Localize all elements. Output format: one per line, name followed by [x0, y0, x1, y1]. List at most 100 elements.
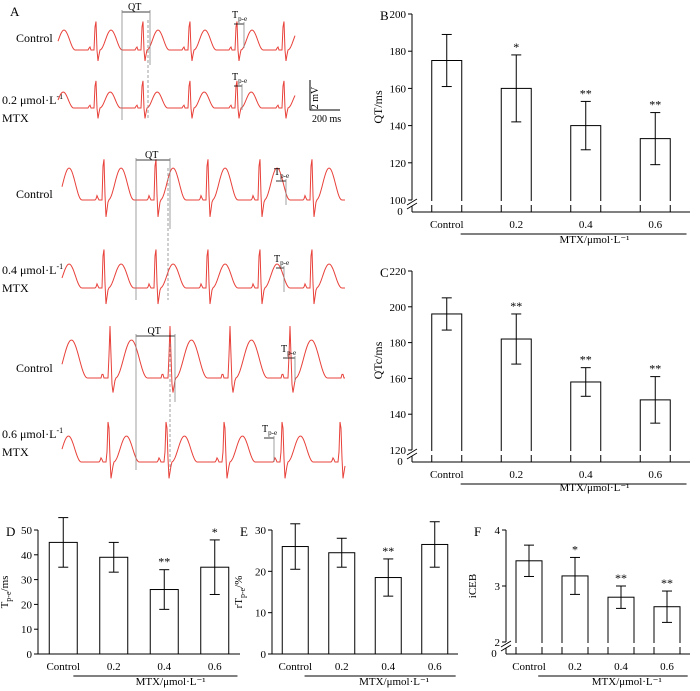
x-tick-label: Control — [430, 469, 464, 481]
tpe-label-5: Tp-e — [281, 344, 296, 357]
y-tick-label: 120 — [390, 445, 407, 457]
bar-0-6 — [639, 138, 671, 213]
scale-voltage-label: 2 mV — [310, 86, 321, 109]
panel-f-chart: F 02 3 4 iCEB Control * 0.2 ** 0.4 ** 0.6 MTX/μmol·L… — [467, 524, 690, 688]
x-tick-label: 0.6 — [208, 661, 222, 673]
bar-control — [48, 541, 78, 655]
y-tick-label: 3 — [495, 581, 501, 593]
significance-mark: ** — [649, 362, 661, 376]
x-tick-label: 0.2 — [568, 661, 582, 673]
y-tick-label-zero: 0 — [397, 206, 403, 218]
group-label: MTX/μmol·L⁻¹ — [359, 676, 429, 688]
significance-mark: ** — [615, 571, 627, 585]
significance-mark: ** — [158, 555, 170, 569]
group3-mtx-label: 0.6 μmol·L-1 — [2, 426, 63, 441]
significance-mark: * — [513, 40, 519, 54]
group3-control-label: Control — [16, 361, 53, 375]
significance-mark: * — [212, 525, 218, 539]
group2-mtx-label-line2: MTX — [2, 281, 29, 295]
y-tick-label-zero: 0 — [491, 648, 497, 660]
y-tick-label: 0 — [261, 649, 267, 661]
bar-break-gap — [569, 451, 602, 455]
ecg-traces — [57, 21, 346, 479]
group2-control-label: Control — [16, 187, 53, 201]
ecg-annotations: QT QT QT Tp-e Tp-e Tp-e Tp-e Tp-e Tp-e — [121, 2, 296, 470]
y-tick-label: 160 — [390, 373, 407, 385]
tpe-label-6: Tp-e — [262, 424, 277, 437]
ecg-trace-4 — [61, 249, 345, 305]
y-axis-label: rTp-e/% — [233, 576, 247, 609]
group1-control-label: Control — [16, 31, 53, 45]
y-axis-label: Tp-e/ms — [0, 576, 13, 609]
panel-d-chart: D 0 10 20 30 40 50 Tp-e/ms Control 0.2 ** 0.4 * 0.6MT… — [0, 517, 240, 688]
panel-label-e: E — [240, 524, 248, 539]
bar-break-gap — [639, 451, 672, 455]
axis-break-mark — [500, 640, 512, 652]
y-tick-label: 220 — [390, 266, 407, 278]
significance-mark: ** — [661, 576, 673, 590]
y-tick-label: 10 — [255, 608, 267, 620]
x-tick-label: 0.2 — [107, 661, 121, 673]
bar-0-2 — [328, 552, 356, 655]
panel-label-b: B — [380, 8, 389, 23]
bar-control — [281, 546, 309, 655]
y-tick-label: 160 — [390, 83, 407, 95]
group-label: MTX/μmol·L⁻¹ — [592, 676, 662, 688]
axis-break-mark — [406, 198, 418, 210]
tpe-label-1: Tp-e — [232, 10, 247, 23]
y-tick-label: 4 — [495, 525, 501, 537]
ecg-trace-6 — [61, 421, 346, 479]
bar-control — [431, 60, 463, 213]
bar-break-gap — [515, 643, 543, 647]
x-tick-label: Control — [278, 661, 312, 673]
qt-label-2: QT — [145, 150, 158, 161]
bar-break-gap — [653, 643, 681, 647]
group2-mtx-label: 0.4 μmol·L-1 — [2, 262, 63, 277]
bar-0-4 — [374, 577, 402, 655]
x-tick-label: 0.4 — [381, 661, 395, 673]
group-label: MTX/μmol·L⁻¹ — [559, 234, 629, 246]
significance-mark: ** — [649, 98, 661, 112]
y-tick-label: 140 — [390, 409, 407, 421]
significance-mark: ** — [382, 544, 394, 558]
ecg-trace-5 — [61, 325, 345, 393]
y-tick-label: 140 — [390, 121, 407, 133]
y-tick-label: 30 — [255, 525, 267, 537]
x-tick-label: 0.2 — [509, 469, 523, 481]
axis-break-mark — [406, 448, 418, 460]
y-tick-label: 0 — [27, 649, 33, 661]
panel-label-d: D — [6, 524, 15, 539]
significance-mark: ** — [510, 299, 522, 313]
bar-control — [431, 313, 463, 463]
panel-a-ecg: A Control 0.2 μmol·L-1 MTX Control 0.4 μ… — [2, 2, 346, 479]
bar-break-gap — [500, 451, 533, 455]
y-tick-label: 2 — [495, 637, 501, 649]
x-tick-label: 0.4 — [614, 661, 628, 673]
y-tick-label: 200 — [390, 9, 407, 21]
bar-break-gap — [639, 201, 672, 205]
significance-mark: ** — [580, 353, 592, 367]
bar-break-gap — [500, 201, 533, 205]
group1-mtx-label-line2: MTX — [2, 111, 29, 125]
group-label: MTX/μmol·L⁻¹ — [559, 482, 629, 494]
y-tick-label: 20 — [21, 599, 33, 611]
x-tick-label: 0.4 — [579, 219, 593, 231]
x-tick-label: 0.2 — [509, 219, 523, 231]
y-tick-label-zero: 0 — [397, 456, 403, 468]
x-tick-label: 0.6 — [660, 661, 674, 673]
bar-break-gap — [561, 643, 589, 647]
group1-mtx-label: 0.2 μmol·L-1 — [2, 92, 63, 107]
y-axis-label: QT/ms — [371, 90, 385, 124]
scale-bar: 2 mV 200 ms — [309, 80, 341, 125]
x-tick-label: 0.2 — [335, 661, 349, 673]
x-tick-label: 0.6 — [648, 219, 662, 231]
y-tick-label: 10 — [21, 624, 33, 636]
x-tick-label: 0.4 — [579, 469, 593, 481]
y-tick-label: 20 — [255, 566, 267, 578]
panel-label-f: F — [474, 524, 481, 539]
qt-label-3: QT — [148, 326, 161, 337]
tpe-label-3: Tp-e — [274, 167, 289, 180]
